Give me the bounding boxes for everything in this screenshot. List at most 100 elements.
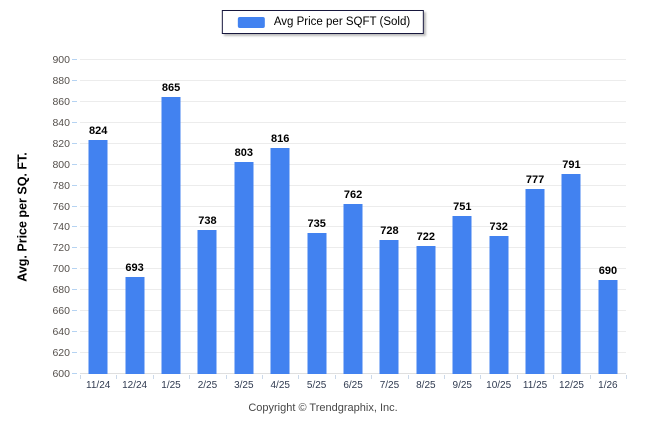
y-tick-label: 600 <box>52 368 70 380</box>
x-tick <box>371 375 373 379</box>
bar <box>234 161 254 374</box>
y-tick <box>72 59 77 60</box>
y-axis-title: Avg. Price per SQ. FT. <box>16 152 30 282</box>
bar-slot: 816 4/25 <box>262 60 298 391</box>
y-tick <box>72 247 77 249</box>
y-tick <box>72 163 77 165</box>
bar-slot: 791 12/25 <box>553 60 589 391</box>
x-tick <box>334 375 336 379</box>
y-tick <box>72 268 77 270</box>
y-tick <box>72 205 77 207</box>
y-tick-label: 840 <box>52 116 70 129</box>
x-tick <box>589 375 591 379</box>
x-tick <box>298 375 300 379</box>
y-tick <box>72 79 77 81</box>
y-tick-label: 900 <box>52 54 70 66</box>
x-tick <box>152 375 154 379</box>
bar-value-label: 816 <box>271 132 290 145</box>
x-tick <box>116 375 118 379</box>
copyright-text: Copyright © Trendgraphix, Inc. <box>248 402 398 414</box>
x-tick <box>407 375 409 379</box>
gridline <box>80 79 626 81</box>
y-tick-label: 880 <box>52 74 70 87</box>
legend-swatch-icon <box>237 16 265 28</box>
legend-label: Avg Price per SQFT (Sold) <box>273 16 411 28</box>
gridline <box>80 100 626 102</box>
bar-value-label: 722 <box>416 231 436 244</box>
bar-slot: 728 7/25 <box>371 60 407 391</box>
bar-slot: 865 1/25 <box>153 60 189 391</box>
plot-area: 824 11/24 693 12/24 865 1/25 738 2/25 803 3/25 816… <box>72 59 627 391</box>
x-tick <box>480 375 482 379</box>
y-tick <box>72 121 77 123</box>
gridline <box>80 142 626 144</box>
gridline <box>80 184 626 186</box>
x-tick-label: 4/25 <box>270 380 290 391</box>
y-tick <box>72 331 77 333</box>
bar-value-label: 693 <box>125 261 144 274</box>
bar <box>307 232 327 374</box>
bar <box>88 139 108 374</box>
bar <box>525 188 545 374</box>
x-tick <box>516 375 518 379</box>
bar-slot: 824 11/24 <box>80 60 116 391</box>
bar-slot: 722 8/25 <box>408 60 444 391</box>
x-tick <box>225 375 227 379</box>
gridline <box>80 59 626 60</box>
x-tick-label: 10/25 <box>486 380 512 391</box>
bar <box>489 235 509 374</box>
bar-value-label: 803 <box>234 146 254 159</box>
bar-value-label: 728 <box>380 225 399 238</box>
bar-value-label: 791 <box>562 159 581 172</box>
y-tick-label: 720 <box>52 242 70 255</box>
y-axis: 600 620 640 660 680 700 720 740 760 780 800 820 840 8… <box>34 54 72 380</box>
bar-slot: 751 9/25 <box>444 60 480 391</box>
chart-legend: Avg Price per SQFT (Sold) <box>221 10 425 34</box>
bar-value-label: 777 <box>525 173 545 186</box>
x-tick-label: 3/25 <box>234 380 254 391</box>
y-tick-label: 800 <box>52 158 70 171</box>
x-tick-label: 1/26 <box>598 380 618 391</box>
x-tick-label: 2/25 <box>197 380 218 391</box>
bar-value-label: 762 <box>343 189 363 202</box>
x-tick-label: 6/25 <box>343 380 363 391</box>
bar-slot: 762 6/25 <box>335 60 371 391</box>
bar <box>343 204 363 374</box>
y-tick <box>72 373 77 374</box>
bar-slot: 735 5/25 <box>298 60 334 391</box>
x-tick-label: 9/25 <box>452 380 472 391</box>
y-tick-label: 680 <box>52 284 70 297</box>
bar <box>270 147 290 374</box>
gridline <box>80 121 626 123</box>
x-tick-label: 12/25 <box>558 380 584 391</box>
y-tick <box>72 352 77 354</box>
x-tick <box>444 375 445 379</box>
bar-slot: 777 11/25 <box>517 60 553 391</box>
bar <box>561 174 581 374</box>
y-tick <box>72 142 77 144</box>
bar <box>197 229 217 374</box>
bar <box>125 276 145 374</box>
y-axis-title-wrap: Avg. Price per SQ. FT. <box>12 60 34 374</box>
bar-slot: 732 10/25 <box>480 60 516 391</box>
y-tick-label: 780 <box>52 179 70 192</box>
bar-value-label: 751 <box>453 200 472 213</box>
bar-value-label: 738 <box>198 214 217 227</box>
bar <box>452 215 472 374</box>
y-tick-label: 640 <box>52 326 70 339</box>
bar <box>161 96 181 374</box>
x-tick-label: 8/25 <box>416 380 436 391</box>
x-tick <box>262 375 263 379</box>
x-tick <box>553 375 555 379</box>
x-tick <box>80 375 81 379</box>
bar <box>416 246 436 374</box>
y-tick-label: 820 <box>52 137 70 150</box>
y-tick <box>72 310 77 312</box>
x-tick-label: 11/25 <box>522 380 548 391</box>
y-tick-label: 700 <box>52 263 70 276</box>
y-tick-label: 740 <box>52 221 70 234</box>
y-tick <box>72 289 77 291</box>
bar-value-label: 824 <box>89 124 108 137</box>
y-tick-label: 860 <box>52 95 70 108</box>
